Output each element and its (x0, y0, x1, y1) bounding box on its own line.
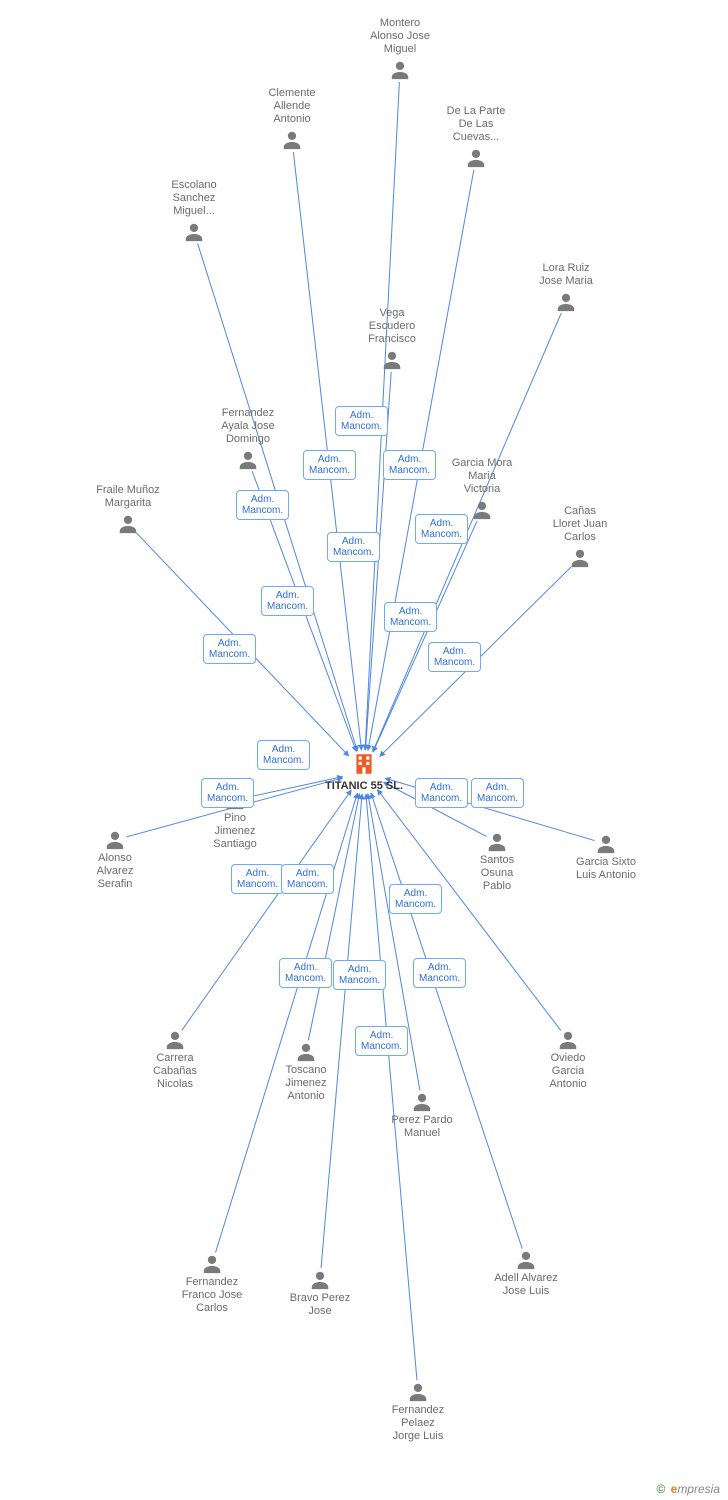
person-label: Perez Pardo Manuel (377, 1114, 467, 1140)
edge-role-label: Adm. Mancom. (327, 532, 380, 562)
edge-line (308, 794, 359, 1041)
person-label: Clemente Allende Antonio (247, 87, 337, 126)
person-node[interactable]: Toscano Jimenez Antonio (261, 1038, 351, 1103)
edge-role-label: Adm. Mancom. (231, 864, 284, 894)
person-node[interactable]: Bravo Perez Jose (275, 1266, 365, 1318)
person-icon (275, 1268, 365, 1292)
person-node[interactable]: Adell Alvarez Jose Luis (481, 1246, 571, 1298)
person-label: Vega Escudero Francisco (347, 307, 437, 346)
edge-role-label: Adm. Mancom. (201, 778, 254, 808)
person-icon (261, 1040, 351, 1064)
edge-role-label: Adm. Mancom. (257, 740, 310, 770)
person-icon (373, 1380, 463, 1404)
edge-role-label: Adm. Mancom. (203, 634, 256, 664)
person-label: De La Parte De Las Cuevas... (431, 105, 521, 144)
person-node[interactable]: Montero Alonso Jose Miguel (355, 17, 445, 82)
edge-role-label: Adm. Mancom. (413, 958, 466, 988)
edge-role-label: Adm. Mancom. (428, 642, 481, 672)
person-node[interactable]: Garcia Mora Maria Victoria (437, 457, 527, 522)
person-label: Garcia Sixto Luis Antonio (561, 856, 651, 882)
person-label: Alonso Alvarez Serafin (70, 852, 160, 891)
person-node[interactable]: Fraile Muñoz Margarita (83, 484, 173, 536)
person-label: Fernandez Ayala Jose Domingo (203, 407, 293, 446)
person-node[interactable]: Lora Ruiz Jose Maria (521, 262, 611, 314)
edge-role-label: Adm. Mancom. (471, 778, 524, 808)
person-icon (481, 1248, 571, 1272)
edge-role-label: Adm. Mancom. (384, 602, 437, 632)
person-label: Lora Ruiz Jose Maria (521, 262, 611, 288)
person-node[interactable]: Perez Pardo Manuel (377, 1088, 467, 1140)
person-node[interactable]: Carrera Cabañas Nicolas (130, 1026, 220, 1091)
person-icon (452, 830, 542, 854)
person-icon (355, 58, 445, 82)
person-icon (561, 832, 651, 856)
person-node[interactable]: Garcia Sixto Luis Antonio (561, 830, 651, 882)
person-icon (347, 348, 437, 372)
edge-line (373, 521, 477, 752)
edge-role-label: Adm. Mancom. (389, 884, 442, 914)
edge-role-label: Adm. Mancom. (303, 450, 356, 480)
person-icon (149, 220, 239, 244)
person-node[interactable]: Alonso Alvarez Serafin (70, 826, 160, 891)
edge-line (216, 793, 358, 1253)
person-label: Montero Alonso Jose Miguel (355, 17, 445, 56)
person-label: Pino Jimenez Santiago (190, 812, 280, 851)
person-label: Fernandez Pelaez Jorge Luis (373, 1404, 463, 1443)
person-icon (203, 448, 293, 472)
person-icon (535, 546, 625, 570)
person-icon (167, 1252, 257, 1276)
person-label: Garcia Mora Maria Victoria (437, 457, 527, 496)
company-label: TITANIC 55 SL. (319, 780, 409, 793)
person-label: Fraile Muñoz Margarita (83, 484, 173, 510)
person-icon (70, 828, 160, 852)
person-label: Carrera Cabañas Nicolas (130, 1052, 220, 1091)
edge-role-label: Adm. Mancom. (355, 1026, 408, 1056)
person-label: Adell Alvarez Jose Luis (481, 1272, 571, 1298)
person-icon (437, 498, 527, 522)
copyright-symbol: © (656, 1482, 665, 1496)
edge-line (366, 794, 417, 1380)
edge-role-label: Adm. Mancom. (261, 586, 314, 616)
person-label: Oviedo Garcia Antonio (523, 1052, 613, 1091)
company-node[interactable]: TITANIC 55 SL. (319, 750, 409, 793)
person-label: Fernandez Franco Jose Carlos (167, 1276, 257, 1315)
edge-role-label: Adm. Mancom. (281, 864, 334, 894)
person-node[interactable]: Fernandez Pelaez Jorge Luis (373, 1378, 463, 1443)
person-label: Toscano Jimenez Antonio (261, 1064, 351, 1103)
network-diagram: TITANIC 55 SL. Montero Alonso Jose Miguel… (0, 0, 728, 1500)
person-node[interactable]: Escolano Sanchez Miguel... (149, 179, 239, 244)
person-node[interactable]: Santos Osuna Pablo (452, 828, 542, 893)
person-icon (431, 146, 521, 170)
person-label: Cañas Lloret Juan Carlos (535, 505, 625, 544)
person-icon (247, 128, 337, 152)
person-icon (130, 1028, 220, 1052)
person-icon (523, 1028, 613, 1052)
edge-role-label: Adm. Mancom. (335, 406, 388, 436)
person-label: Escolano Sanchez Miguel... (149, 179, 239, 218)
person-node[interactable]: De La Parte De Las Cuevas... (431, 105, 521, 170)
person-node[interactable]: Oviedo Garcia Antonio (523, 1026, 613, 1091)
person-node[interactable]: Cañas Lloret Juan Carlos (535, 505, 625, 570)
edge-role-label: Adm. Mancom. (279, 958, 332, 988)
edge-role-label: Adm. Mancom. (383, 450, 436, 480)
watermark: © empresia (656, 1482, 720, 1496)
person-label: Bravo Perez Jose (275, 1292, 365, 1318)
edge-role-label: Adm. Mancom. (333, 960, 386, 990)
person-label: Santos Osuna Pablo (452, 854, 542, 893)
person-node[interactable]: Clemente Allende Antonio (247, 87, 337, 152)
person-icon (521, 290, 611, 314)
brand-rest: mpresia (677, 1482, 720, 1496)
person-icon (377, 1090, 467, 1114)
edge-role-label: Adm. Mancom. (236, 490, 289, 520)
person-node[interactable]: Fernandez Ayala Jose Domingo (203, 407, 293, 472)
person-icon (83, 512, 173, 536)
edge-role-label: Adm. Mancom. (415, 778, 468, 808)
person-node[interactable]: Vega Escudero Francisco (347, 307, 437, 372)
person-node[interactable]: Fernandez Franco Jose Carlos (167, 1250, 257, 1315)
